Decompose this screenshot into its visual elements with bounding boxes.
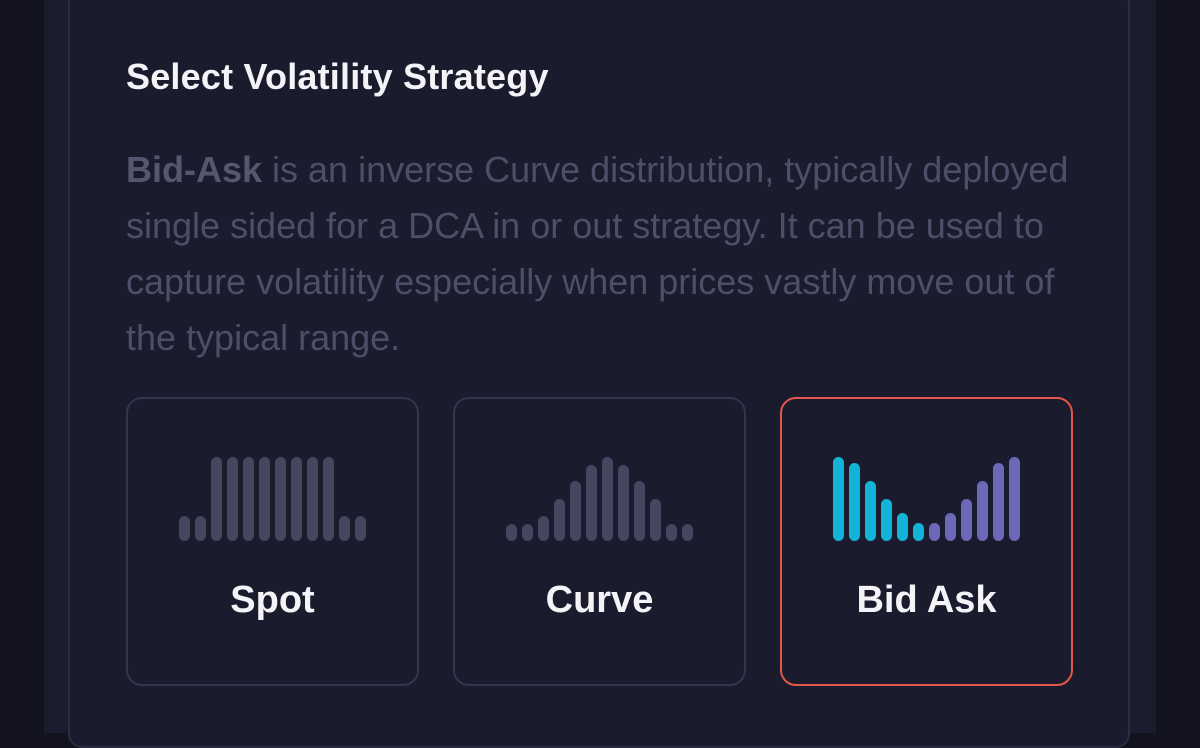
distribution-bar bbox=[554, 499, 565, 541]
distribution-bar bbox=[682, 524, 693, 541]
distribution-bar bbox=[865, 480, 876, 541]
strategy-option-label: Spot bbox=[230, 579, 315, 621]
distribution-bar bbox=[929, 522, 940, 541]
distribution-bar bbox=[602, 457, 613, 541]
distribution-bar bbox=[913, 522, 924, 541]
description-strategy-name: Bid-Ask bbox=[126, 149, 263, 190]
distribution-bar bbox=[849, 462, 860, 541]
description-text: is an inverse Curve distribution, typica… bbox=[126, 149, 1069, 358]
strategy-option-label: Bid Ask bbox=[856, 579, 997, 621]
strategy-description: Bid-Ask is an inverse Curve distribution… bbox=[126, 142, 1086, 366]
strategy-option-bid-ask[interactable]: Bid Ask bbox=[780, 397, 1073, 686]
strategy-option-curve[interactable]: Curve bbox=[453, 397, 746, 686]
distribution-bar bbox=[211, 457, 222, 541]
distribution-bar bbox=[275, 457, 286, 541]
distribution-bar bbox=[1009, 457, 1020, 541]
distribution-bar bbox=[506, 524, 517, 541]
distribution-bar bbox=[195, 515, 206, 541]
bid-ask-distribution-icon bbox=[782, 453, 1071, 541]
distribution-bar bbox=[243, 457, 254, 541]
distribution-bar bbox=[227, 457, 238, 541]
distribution-bar bbox=[650, 499, 661, 541]
distribution-bar bbox=[259, 457, 270, 541]
distribution-bar bbox=[538, 515, 549, 541]
distribution-bar bbox=[666, 524, 677, 541]
section-title: Select Volatility Strategy bbox=[126, 56, 549, 97]
distribution-bar bbox=[339, 515, 350, 541]
distribution-bar bbox=[945, 513, 956, 541]
distribution-bar bbox=[977, 480, 988, 541]
distribution-bar bbox=[355, 515, 366, 541]
distribution-bar bbox=[618, 465, 629, 541]
distribution-bar bbox=[897, 513, 908, 541]
distribution-bar bbox=[179, 515, 190, 541]
strategy-option-spot[interactable]: Spot bbox=[126, 397, 419, 686]
distribution-bar bbox=[586, 465, 597, 541]
distribution-bar bbox=[323, 457, 334, 541]
spot-distribution-icon bbox=[128, 453, 417, 541]
distribution-bar bbox=[993, 462, 1004, 541]
distribution-bar bbox=[634, 480, 645, 541]
distribution-bar bbox=[522, 524, 533, 541]
distribution-bar bbox=[833, 457, 844, 541]
distribution-bar bbox=[570, 480, 581, 541]
distribution-bar bbox=[881, 499, 892, 541]
strategy-options: Spot Curve Bid Ask bbox=[126, 397, 1073, 686]
distribution-bar bbox=[961, 499, 972, 541]
distribution-bar bbox=[307, 457, 318, 541]
distribution-bar bbox=[291, 457, 302, 541]
curve-distribution-icon bbox=[455, 453, 744, 541]
strategy-option-label: Curve bbox=[545, 579, 654, 621]
